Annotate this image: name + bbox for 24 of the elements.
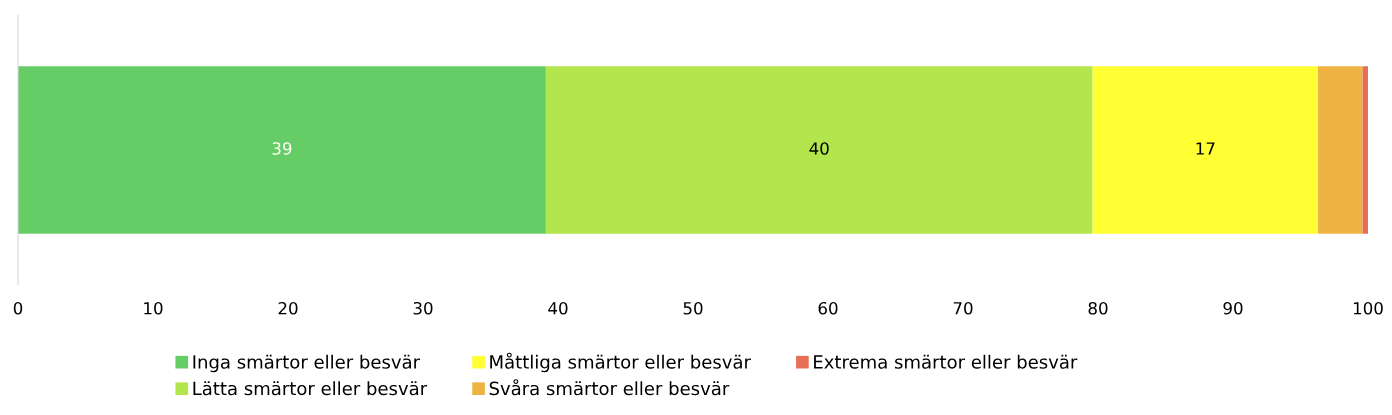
x-tick-label: 70	[953, 301, 973, 315]
bar	[18, 66, 546, 234]
x-tick-label: 30	[413, 301, 433, 315]
data-label: 40	[809, 142, 829, 155]
x-tick-label: 20	[278, 301, 298, 315]
x-tick-label: 10	[144, 301, 163, 315]
legend-label: Lätta smärtor eller besvär	[193, 381, 428, 396]
x-tick-label: 50	[683, 301, 703, 315]
bar	[1318, 66, 1363, 234]
bar	[1092, 66, 1319, 234]
legend-label: Svåra smärtor eller besvär	[489, 379, 730, 396]
legend-label: Inga smärtor eller besvär	[193, 354, 421, 373]
x-tick-label: 0	[13, 301, 23, 315]
data-label: 17	[1196, 142, 1215, 155]
x-tick-label: 60	[818, 301, 838, 315]
legend-label: Måttliga smärtor eller besvär	[490, 352, 751, 373]
x-tick-label: 100	[1353, 301, 1383, 315]
x-tick-label: 40	[548, 301, 568, 315]
bar	[545, 66, 1093, 234]
bar	[1362, 66, 1368, 234]
x-tick-label: 90	[1223, 301, 1243, 315]
data-label: 39	[272, 142, 292, 155]
legend-label: Extrema smärtor eller besvär	[814, 354, 1078, 369]
x-tick-label: 80	[1088, 301, 1108, 315]
